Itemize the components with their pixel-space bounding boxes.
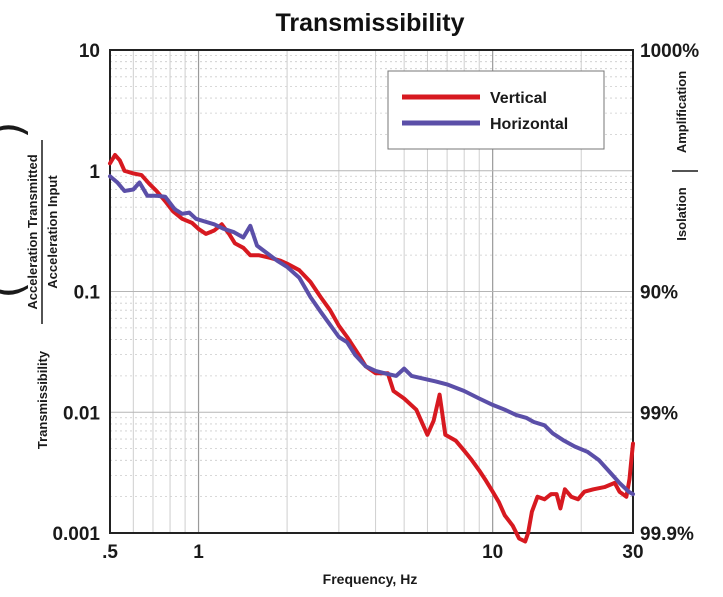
y-axis-label-paren-close: ): [0, 121, 33, 138]
y-tick-label: 0.001: [52, 524, 100, 545]
x-tick-label: 30: [622, 542, 643, 563]
legend-label-vertical: Vertical: [490, 90, 547, 107]
series-line-vertical: [108, 153, 635, 544]
y-tick-label: 0.1: [74, 283, 101, 304]
legend-box: [387, 70, 605, 150]
x-axis-label: Frequency, Hz: [323, 571, 418, 587]
y-axis-label: Transmissibility ( Acceleration Transmit…: [0, 121, 60, 449]
right-tick-label: 99%: [640, 403, 678, 424]
legend: Vertical Horizontal: [387, 70, 605, 150]
series-line-horizontal: [108, 174, 635, 497]
x-tick-label: 10: [482, 542, 503, 563]
chart-title: Transmissibility: [276, 9, 465, 37]
y-tick-label: 0.01: [63, 403, 100, 424]
y-tick-label: 10: [79, 41, 100, 62]
y-axis-label-paren-open: (: [0, 281, 33, 298]
y-axis-label-numerator: Acceleration Transmitted: [25, 154, 40, 309]
right-tick-label: 99.9%: [640, 524, 694, 545]
amplification-label: Amplification: [674, 71, 689, 153]
right-tick-label: 1000%: [640, 41, 699, 62]
series-layer: [108, 153, 635, 544]
x-tick-labels: .5 1 10 30: [102, 542, 644, 563]
right-tick-label: 90%: [640, 283, 678, 304]
y-tick-labels: 10 1 0.1 0.01 0.001: [52, 41, 100, 545]
right-axis-labels: Amplification Isolation: [672, 71, 698, 241]
y-axis-label-denominator: Acceleration Input: [45, 175, 60, 289]
legend-label-horizontal: Horizontal: [490, 116, 568, 133]
y-axis-label-prefix: Transmissibility: [35, 350, 50, 449]
x-tick-label: 1: [193, 542, 204, 563]
isolation-label: Isolation: [674, 187, 689, 241]
y-tick-label: 1: [89, 162, 100, 183]
right-tick-labels: 1000% 90% 99% 99.9%: [640, 41, 699, 545]
plot-frame: [109, 49, 634, 534]
x-tick-label: .5: [102, 542, 118, 563]
